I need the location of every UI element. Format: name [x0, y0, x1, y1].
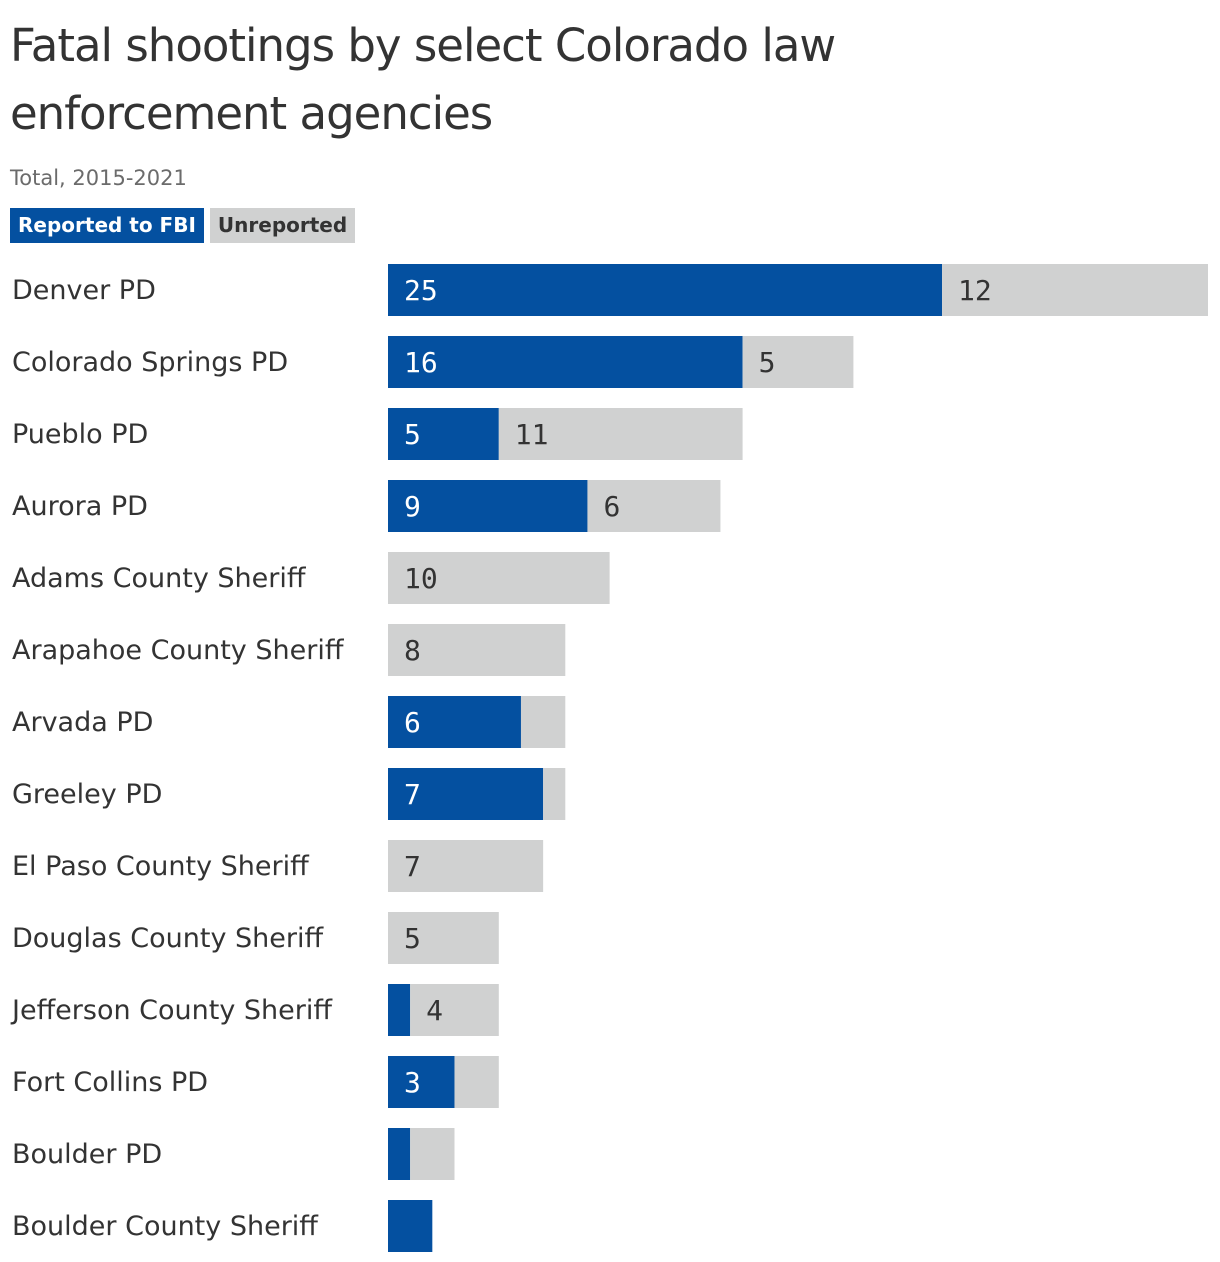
category-label-aurora-pd: Aurora PD — [12, 491, 148, 522]
bar-reported-to-fbi-fort-collins-pd — [388, 1056, 455, 1108]
bar-reported-to-fbi-denver-pd — [388, 264, 943, 316]
data-label-unreported-aurora-pd: 6 — [603, 490, 620, 523]
bar-reported-to-fbi-colorado-springs-pd — [388, 336, 743, 388]
data-label-unreported-el-paso-county-sheriff: 7 — [404, 850, 421, 883]
data-label-reported-to-fbi-arvada-pd: 6 — [404, 706, 421, 739]
bar-reported-to-fbi-aurora-pd — [388, 480, 588, 532]
data-label-reported-to-fbi-colorado-springs-pd: 16 — [404, 346, 438, 379]
bar-reported-to-fbi-boulder-county-sheriff — [388, 1200, 433, 1252]
bar-reported-to-fbi-pueblo-pd — [388, 408, 499, 460]
bar-reported-to-fbi-arvada-pd — [388, 696, 521, 748]
data-label-unreported-arapahoe-county-sheriff: 8 — [404, 634, 421, 667]
bar-reported-to-fbi-jefferson-county-sheriff — [388, 984, 411, 1036]
bar-unreported-denver-pd — [942, 264, 1208, 316]
bar-unreported-fort-collins-pd — [454, 1056, 499, 1108]
category-label-fort-collins-pd: Fort Collins PD — [12, 1067, 208, 1098]
category-label-adams-county-sheriff: Adams County Sheriff — [12, 563, 307, 594]
bar-unreported-greeley-pd — [543, 768, 566, 820]
category-label-douglas-county-sheriff: Douglas County Sheriff — [12, 923, 324, 954]
legend-item-reported: Reported to FBI — [10, 208, 204, 243]
legend-item-unreported: Unreported — [209, 208, 356, 243]
category-label-arvada-pd: Arvada PD — [12, 707, 153, 738]
bar-unreported-arvada-pd — [520, 696, 566, 748]
data-label-unreported-adams-county-sheriff: 10 — [404, 562, 438, 595]
bar-unreported-douglas-county-sheriff — [388, 912, 499, 964]
chart-subtitle: Total, 2015-2021 — [10, 166, 187, 190]
data-label-reported-to-fbi-pueblo-pd: 5 — [404, 418, 421, 451]
data-label-reported-to-fbi-aurora-pd: 9 — [404, 490, 421, 523]
category-label-el-paso-county-sheriff: El Paso County Sheriff — [12, 851, 310, 882]
bar-reported-to-fbi-boulder-pd — [388, 1128, 411, 1180]
legend: Reported to FBI Unreported — [10, 208, 356, 243]
data-label-unreported-douglas-county-sheriff: 5 — [404, 922, 421, 955]
category-label-denver-pd: Denver PD — [12, 275, 156, 306]
category-label-jefferson-county-sheriff: Jefferson County Sheriff — [10, 995, 333, 1026]
bar-unreported-colorado-springs-pd — [742, 336, 854, 388]
data-label-unreported-pueblo-pd: 11 — [515, 418, 549, 451]
bar-unreported-adams-county-sheriff — [388, 552, 610, 604]
bar-reported-to-fbi-greeley-pd — [388, 768, 544, 820]
bar-unreported-aurora-pd — [587, 480, 721, 532]
data-label-unreported-colorado-springs-pd: 5 — [759, 346, 776, 379]
bar-unreported-arapahoe-county-sheriff — [388, 624, 566, 676]
data-label-unreported-jefferson-county-sheriff: 4 — [426, 994, 443, 1027]
chart-title: Fatal shootings by select Colorado law e… — [10, 19, 836, 140]
bar-unreported-boulder-pd — [410, 1128, 455, 1180]
category-label-pueblo-pd: Pueblo PD — [12, 419, 148, 450]
bar-unreported-el-paso-county-sheriff — [388, 840, 544, 892]
bar-unreported-pueblo-pd — [498, 408, 743, 460]
data-label-unreported-denver-pd: 12 — [958, 274, 992, 307]
data-label-reported-to-fbi-denver-pd: 25 — [404, 274, 438, 307]
category-label-boulder-county-sheriff: Boulder County Sheriff — [12, 1211, 319, 1242]
category-label-colorado-springs-pd: Colorado Springs PD — [12, 347, 288, 378]
bar-unreported-jefferson-county-sheriff — [410, 984, 499, 1036]
category-label-boulder-pd: Boulder PD — [12, 1139, 162, 1170]
data-label-reported-to-fbi-fort-collins-pd: 3 — [404, 1066, 421, 1099]
data-label-reported-to-fbi-greeley-pd: 7 — [404, 778, 421, 811]
category-label-greeley-pd: Greeley PD — [12, 779, 162, 810]
category-label-arapahoe-county-sheriff: Arapahoe County Sheriff — [12, 635, 345, 666]
